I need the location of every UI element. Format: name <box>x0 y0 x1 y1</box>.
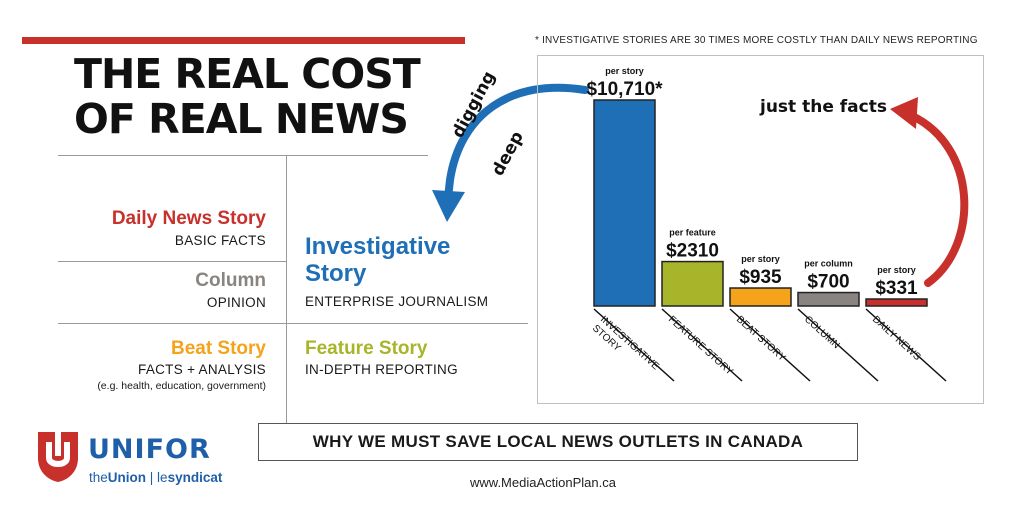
beat-story-label: Beat Story <box>170 338 266 359</box>
beat-story-note: (e.g. health, education, government) <box>97 380 266 392</box>
bar-column <box>797 291 860 307</box>
tick-line-investigative-story <box>593 308 675 382</box>
investigative-line-1: Investigative <box>305 233 451 260</box>
just-the-facts-label: just the facts <box>760 97 887 117</box>
column-desc: OPINION <box>206 295 266 310</box>
tag-the: the <box>89 470 108 485</box>
unit-label-column: per column <box>804 259 853 269</box>
title-line-2: OF REAL NEWS <box>74 95 409 143</box>
grid-divider-row1 <box>58 261 286 262</box>
tag-union: Union <box>107 470 147 485</box>
value-label-column: $700 <box>807 272 849 293</box>
just-the-facts-arrow <box>890 97 969 287</box>
chart-frame <box>537 55 984 404</box>
value-label-investigative-story: $10,710* <box>586 79 663 100</box>
tick-line-beat-story <box>729 308 811 382</box>
just-the-facts-arrowhead <box>890 97 918 129</box>
tick-line-column <box>797 308 879 382</box>
feature-story-desc: IN-DEPTH REPORTING <box>305 362 458 377</box>
unit-label-investigative-story: per story <box>605 66 644 76</box>
unit-label-feature-story: per feature <box>669 228 716 238</box>
footnote: * INVESTIGATIVE STORIES ARE 30 TIMES MOR… <box>535 35 978 46</box>
grid-divider-vertical <box>286 155 287 423</box>
tick-line-daily-news <box>865 308 947 382</box>
tick-label-daily-news: DAILY NEWS <box>870 314 923 363</box>
column-label: Column <box>195 270 266 291</box>
unifor-shield-icon <box>38 432 78 482</box>
call-to-action-banner: WHY WE MUST SAVE LOCAL NEWS OUTLETS IN C… <box>258 423 858 461</box>
beat-story-desc: FACTS + ANALYSIS <box>138 362 266 377</box>
grid-divider-top <box>58 155 428 156</box>
investigative-story-label: Investigative Story <box>305 233 450 287</box>
value-label-feature-story: $2310 <box>666 241 719 262</box>
tick-label-beat-story: BEAT STORY <box>734 314 788 364</box>
tag-separator: | <box>146 470 158 485</box>
cost-bar-chart: $10,710* per story INVESTIGATIVESTORY $2310… <box>586 66 947 382</box>
investigative-story-desc: ENTERPRISE JOURNALISM <box>305 294 489 309</box>
tick-label-feature-story: FEATURE STORY <box>666 314 735 378</box>
tick-line-feature-story <box>661 308 743 382</box>
bar-daily-news <box>865 298 928 307</box>
bar-beat-story <box>729 287 792 307</box>
title-accent-bar <box>22 37 465 44</box>
tick-label-investigative-story: INVESTIGATIVESTORY <box>590 314 661 381</box>
tick-label-column: COLUMN <box>802 314 842 351</box>
digging-deep-arrow-curve <box>444 83 589 202</box>
daily-news-story-desc: BASIC FACTS <box>174 233 266 248</box>
unit-label-beat-story: per story <box>741 254 780 264</box>
feature-story-label: Feature Story <box>305 338 428 359</box>
investigative-line-2: Story <box>305 260 367 287</box>
digging-deep-arrow <box>432 83 589 222</box>
bar-investigative-story <box>593 99 656 307</box>
just-the-facts-arrow-curve <box>906 111 969 287</box>
value-label-daily-news: $331 <box>875 278 918 299</box>
unifor-wordmark: UNIFOR <box>88 434 211 465</box>
grid-divider-middle <box>58 323 528 324</box>
bar-feature-story <box>661 260 724 307</box>
tag-syndicat: syndicat <box>167 470 223 485</box>
title-line-1: THE REAL COST <box>74 50 421 98</box>
digging-deep-arrowhead <box>432 190 465 222</box>
value-label-beat-story: $935 <box>739 267 782 288</box>
unit-label-daily-news: per story <box>877 265 916 275</box>
website-link[interactable]: www.MediaActionPlan.ca <box>470 475 616 490</box>
tag-le: le <box>157 470 168 485</box>
unifor-tagline: theUnion | lesyndicat <box>89 470 222 485</box>
daily-news-story-label: Daily News Story <box>111 208 266 229</box>
page-title: THE REAL COST OF REAL NEWS <box>74 50 421 143</box>
